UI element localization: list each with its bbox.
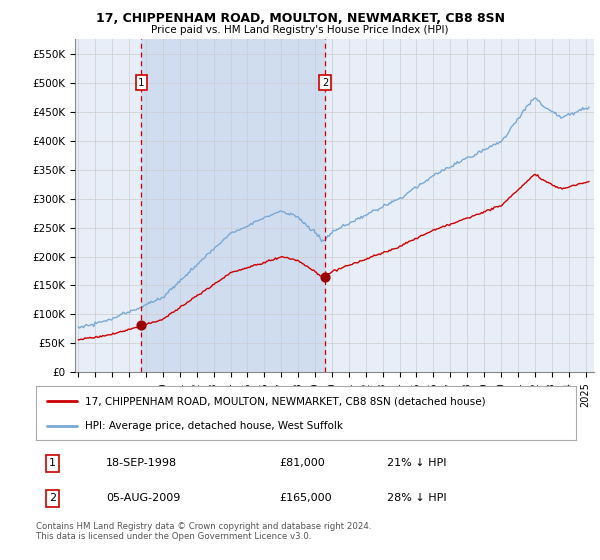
Text: HPI: Average price, detached house, West Suffolk: HPI: Average price, detached house, West… — [85, 421, 343, 431]
Text: 18-SEP-1998: 18-SEP-1998 — [106, 459, 178, 468]
Text: 2: 2 — [49, 493, 56, 503]
Text: 17, CHIPPENHAM ROAD, MOULTON, NEWMARKET, CB8 8SN: 17, CHIPPENHAM ROAD, MOULTON, NEWMARKET,… — [95, 12, 505, 25]
Text: 21% ↓ HPI: 21% ↓ HPI — [387, 459, 446, 468]
Bar — [141, 39, 325, 372]
Text: 05-AUG-2009: 05-AUG-2009 — [106, 493, 181, 503]
Point — [320, 272, 330, 281]
Text: 2: 2 — [322, 78, 328, 88]
Text: 1: 1 — [138, 78, 145, 88]
Text: 1: 1 — [49, 459, 56, 468]
Text: 17, CHIPPENHAM ROAD, MOULTON, NEWMARKET, CB8 8SN (detached house): 17, CHIPPENHAM ROAD, MOULTON, NEWMARKET,… — [85, 396, 485, 407]
Text: Contains HM Land Registry data © Crown copyright and database right 2024.
This d: Contains HM Land Registry data © Crown c… — [36, 522, 371, 542]
Text: 28% ↓ HPI: 28% ↓ HPI — [387, 493, 446, 503]
Point — [136, 321, 146, 330]
Text: Price paid vs. HM Land Registry's House Price Index (HPI): Price paid vs. HM Land Registry's House … — [151, 25, 449, 35]
Text: £165,000: £165,000 — [279, 493, 332, 503]
Text: £81,000: £81,000 — [279, 459, 325, 468]
